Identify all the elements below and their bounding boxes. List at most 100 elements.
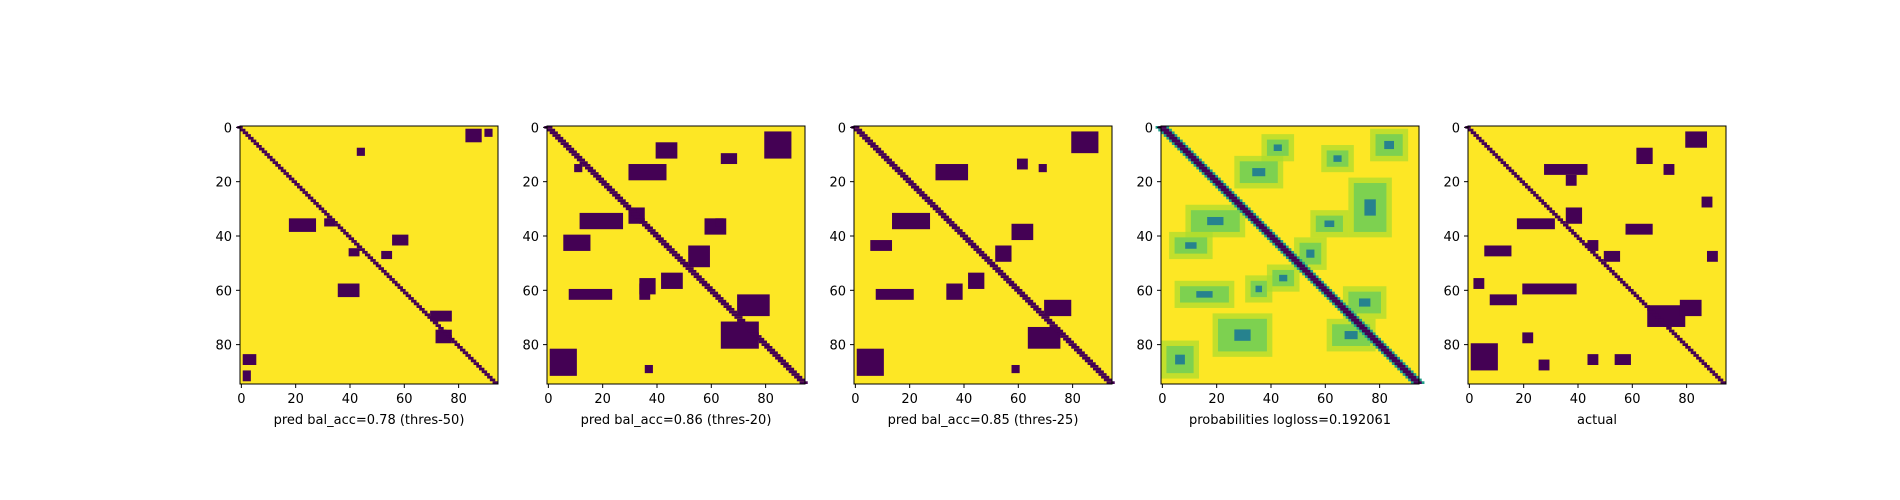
heatmap-diagonal-cell [699,280,708,284]
heatmap-diagonal-cell [1063,337,1072,341]
x-axis-label: probabilities logloss=0.192061 [1189,413,1391,428]
x-tick-label: 0 [237,392,245,407]
x-tick-label: 20 [287,392,304,407]
heatmap-diagonal-cell [897,172,906,175]
heatmap-diagonal-cell [1204,172,1213,175]
heatmap-diagonal-cell [1239,207,1248,211]
heatmap-blob [1489,294,1517,306]
heatmap-diagonal-cell [750,332,759,336]
heatmap-diagonal-cell [1326,294,1335,298]
heatmap-blob-core [1185,242,1197,249]
x-tick-label: 60 [1317,392,1334,407]
heatmap-diagonal-cell [1342,310,1352,314]
heatmap-diagonal-cell [1019,294,1028,298]
heatmap-diagonal-cell [305,193,311,197]
heatmap-svg: 0 20 40 60 80 0 20 40 60 80 probabilities logloss=… [1136,121,1425,428]
heatmap-diagonal-cell [633,215,643,219]
heatmap-blob [574,164,583,173]
heatmap-diagonal-cell [1544,204,1550,208]
heatmap-diagonal-cell [1334,302,1343,306]
heatmap-diagonal-cell [1500,161,1507,165]
heatmap-diagonal-cell [240,128,246,132]
heatmap-diagonal-cell [1228,196,1238,200]
x-tick-label: 60 [703,392,720,407]
heatmap-diagonal-cell [345,234,352,238]
heatmap-panel-pred-50: 0 20 40 60 80 0 20 40 60 80 pred bal_acc=0.78 (thr… [190,0,510,500]
heatmap-diagonal-cell [1161,128,1170,132]
heatmap-diagonal-cell [1397,364,1406,368]
heatmap-blob [1038,164,1047,173]
heatmap-diagonal-cell [1639,299,1645,303]
heatmap-diagonal-cell [1717,378,1724,382]
heatmap-blob [892,212,931,230]
heatmap-image [1465,126,1726,384]
heatmap-diagonal-cell [1190,158,1200,162]
heatmap-diagonal-cell [329,218,336,222]
heatmap-diagonal-cell [1644,305,1650,308]
heatmap-diagonal-cell [1677,337,1683,341]
heatmap-diagonal-cell [402,291,409,295]
heatmap-diagonal-cell [756,337,765,341]
heatmap-diagonal-cell [707,288,716,292]
heatmap-diagonal-cell [1709,370,1716,374]
heatmap-diagonal-cell [1269,237,1278,241]
heatmap-blob [737,294,770,317]
heatmap-diagonal-cell [1098,373,1107,376]
heatmap-diagonal-cell [416,305,422,308]
heatmap-svg: 0 20 40 60 80 0 20 40 60 80 actual [1443,121,1727,428]
heatmap-diagonal-cell [560,142,569,146]
heatmap-diagonal-cell [1628,288,1634,292]
heatmap-diagonal-cell [1704,364,1710,368]
heatmap-diagonal-cell [859,134,868,137]
heatmap-diagonal-cell [1356,324,1365,327]
heatmap-svg: 0 20 40 60 80 0 20 40 60 80 pred bal_acc=0.86 (thr… [522,121,808,428]
heatmap-diagonal-cell [245,134,251,137]
heatmap-blob [1027,326,1061,349]
heatmap-diagonal-cell [1196,164,1205,167]
heatmap-diagonal-cell [685,267,694,270]
heatmap-diagonal-cell [1652,313,1659,317]
x-tick-label: 20 [1208,392,1225,407]
heatmap-diagonal-cell [1171,139,1181,143]
heatmap-diagonal-cell [1234,202,1243,205]
heatmap-blob [356,147,365,156]
heatmap-diagonal-cell [1076,351,1085,355]
heatmap-diagonal-cell [566,147,575,151]
heatmap-diagonal-cell [1253,221,1262,224]
heatmap-diagonal-cell [1008,283,1017,287]
heatmap-diagonal-cell [976,250,985,254]
heatmap-diagonal-cell [405,294,412,298]
heatmap-diagonal-cell [938,212,947,216]
heatmap-diagonal-cell [1177,145,1186,148]
heatmap-diagonal-cell [430,318,436,322]
heatmap-diagonal-cell [1272,240,1281,243]
y-tick-label: 40 [522,230,539,245]
heatmap-diagonal-cell [1275,242,1284,246]
heatmap-diagonal-cell [424,313,431,317]
heatmap-blob [430,310,452,322]
heatmap-diagonal-cell [413,302,420,306]
heatmap-diagonal-cell [959,234,969,238]
heatmap-diagonal-cell [617,199,626,203]
heatmap-diagonal-cell [1511,172,1517,175]
heatmap-blob [715,218,724,227]
heatmap-diagonal-cell [552,134,561,137]
heatmap-diagonal-cell [321,210,327,213]
heatmap-diagonal-cell [487,375,493,379]
heatmap-blob [1685,131,1707,148]
heatmap-diagonal-cell [1337,305,1346,308]
heatmap-diagonal-cell [1095,370,1104,374]
heatmap-diagonal-cell [1690,351,1697,355]
heatmap-diagonal-cell [639,221,648,224]
heatmap-diagonal-cell [1647,307,1653,311]
heatmap-diagonal-cell [1712,373,1718,376]
heatmap-diagonal-cell [278,166,284,170]
heatmap-diagonal-cell [867,142,876,146]
heatmap-blob [1522,283,1577,295]
heatmap-diagonal-cell [451,340,458,344]
heatmap-blob [644,364,653,374]
heatmap-diagonal-cell [1250,218,1259,222]
x-axis-label: actual [1577,413,1617,428]
heatmap-diagonal-cell [1258,226,1267,230]
heatmap-diagonal-cell [1226,193,1235,197]
